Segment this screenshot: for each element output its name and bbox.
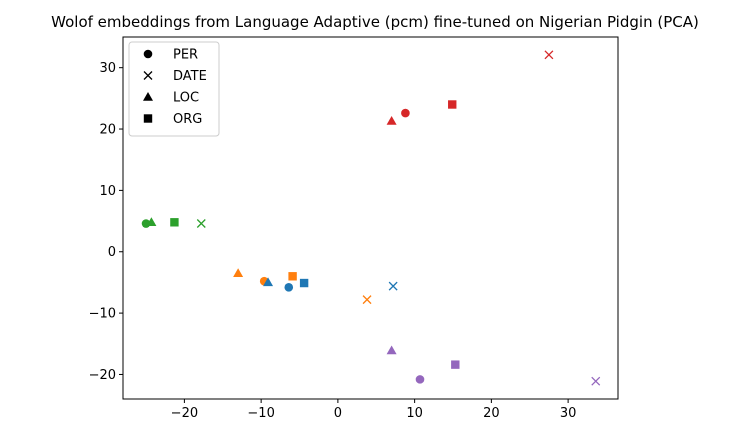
data-point-circle xyxy=(415,375,425,384)
x-tick-label: 10 xyxy=(406,406,423,421)
y-tick-label: 20 xyxy=(99,123,116,138)
x-tick-label: −10 xyxy=(247,406,274,421)
plot-frame xyxy=(122,36,619,400)
data-point-x xyxy=(196,219,206,228)
y-tick-label: −20 xyxy=(89,368,116,383)
data-point-triangle xyxy=(386,345,397,355)
y-tick-label: −10 xyxy=(89,307,116,322)
legend-marker-circle xyxy=(143,49,153,59)
data-point-triangle xyxy=(386,116,397,125)
legend-box xyxy=(128,41,220,137)
data-point-x xyxy=(544,50,554,60)
legend-marker-triangle xyxy=(143,92,153,101)
chart-title: Wolof embeddings from Language Adaptive … xyxy=(51,13,699,31)
data-point-triangle xyxy=(233,268,244,277)
legend-label: DATE xyxy=(173,69,207,84)
y-tick-label: 0 xyxy=(108,245,116,260)
data-point-x xyxy=(362,295,372,305)
data-point-square xyxy=(451,360,460,369)
data-point-x xyxy=(388,281,398,291)
data-point-circle xyxy=(284,283,294,292)
legend-marker-square xyxy=(143,114,153,123)
axes-frame xyxy=(122,36,619,400)
data-point-x xyxy=(591,376,601,386)
data-point-square xyxy=(299,278,309,288)
legend-label: PER xyxy=(173,48,198,63)
x-axis: −20 −10 0 10 20 30 xyxy=(171,399,577,421)
y-tick-label: 30 xyxy=(99,61,116,76)
x-tick-label: 0 xyxy=(334,406,342,421)
y-tick-label: 10 xyxy=(99,184,116,199)
data-point-triangle xyxy=(146,217,157,227)
legend-marker-x xyxy=(143,71,153,80)
legend: PER DATE LOC ORG xyxy=(128,41,220,137)
data-point-square xyxy=(448,100,457,109)
legend-label: ORG xyxy=(173,112,202,127)
x-tick-label: 30 xyxy=(560,406,577,421)
y-axis: −20 −10 0 10 20 30 xyxy=(89,61,123,383)
x-tick-label: 20 xyxy=(483,406,500,421)
x-tick-label: −20 xyxy=(171,406,198,421)
data-points xyxy=(141,50,601,386)
data-point-square xyxy=(170,218,179,227)
legend-label: LOC xyxy=(173,91,199,106)
data-point-circle xyxy=(401,108,410,118)
data-point-square xyxy=(288,272,297,281)
data-point-triangle xyxy=(263,277,274,287)
